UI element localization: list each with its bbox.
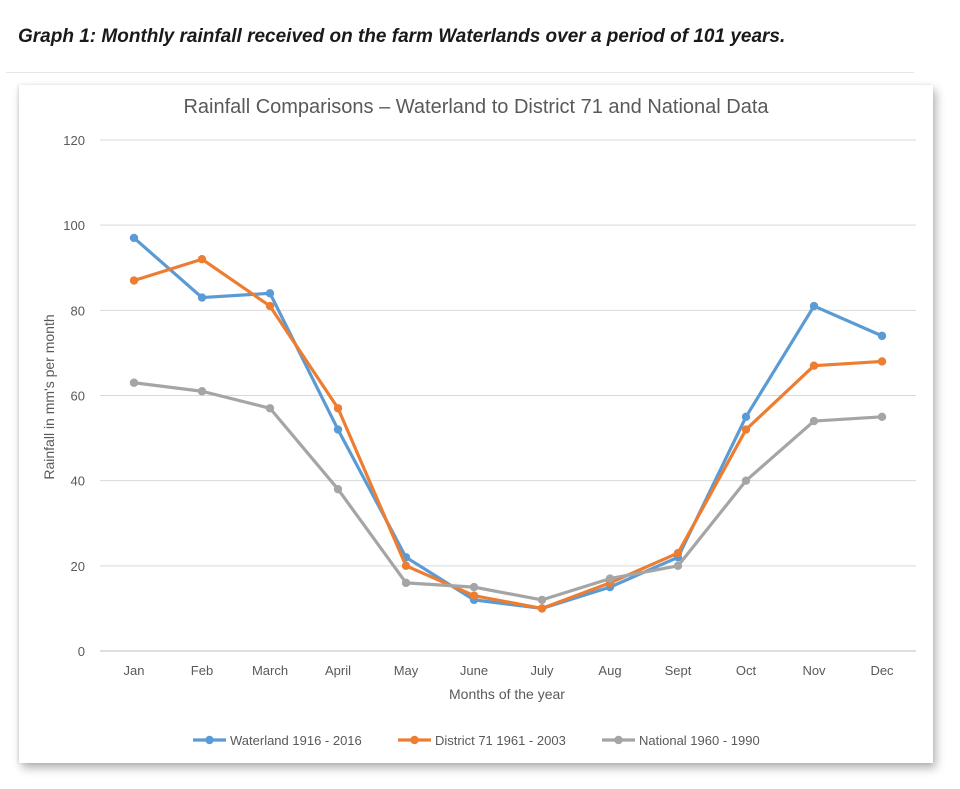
series-1 [129,233,887,613]
data-point [129,378,139,387]
y-tick-label: 40 [71,474,85,489]
x-tick-label: Oct [736,663,757,678]
y-axis-label: Rainfall in mm's per month [41,314,57,479]
legend-swatch-marker [205,735,214,745]
series-line [132,381,884,602]
data-point [537,604,547,613]
data-point [741,412,751,421]
data-point [129,276,139,285]
data-point [673,548,683,558]
legend-item-3: National 1960 - 1990 [602,733,760,748]
series-3 [129,378,887,605]
y-tick-label: 20 [71,559,85,574]
data-point [809,416,819,426]
data-point [877,357,887,366]
chart-card [19,85,933,763]
data-point [333,425,343,434]
y-tick-label: 100 [63,218,85,233]
x-tick-label: May [394,663,419,678]
legend-label: National 1960 - 1990 [639,733,760,748]
x-tick-label: Feb [191,663,213,678]
data-point [265,301,275,311]
caption-divider [6,72,914,73]
y-tick-label: 0 [78,644,85,659]
data-point [741,425,751,434]
legend-item-2: District 71 1961 - 2003 [398,733,566,748]
data-point [673,561,683,571]
data-point [605,574,615,583]
data-point [537,595,547,605]
data-point [197,255,207,264]
data-point [265,289,275,298]
x-tick-label: Aug [598,663,621,678]
x-tick-label: Jan [124,663,145,678]
x-tick-label: June [460,663,488,678]
data-point [741,476,751,485]
legend-label: Waterland 1916 - 2016 [230,733,362,748]
data-point [333,484,343,494]
legend-swatch-marker [410,735,419,745]
y-tick-label: 60 [71,389,85,404]
x-axis-label: Months of the year [449,686,565,702]
y-tick-label: 120 [63,133,85,148]
data-point [469,591,479,600]
figure-caption: Graph 1: Monthly rainfall received on th… [18,26,786,47]
x-tick-label: March [252,663,288,678]
x-tick-label: Dec [870,663,894,678]
data-point [809,361,819,370]
data-point [877,412,887,421]
x-tick-label: July [530,663,554,678]
legend-label: District 71 1961 - 2003 [435,733,566,748]
y-tick-label: 80 [71,303,85,318]
data-point [129,233,139,243]
legend: Waterland 1916 - 2016 District 71 1961 - … [193,733,760,748]
data-point [197,387,207,396]
data-point [265,404,275,413]
series-layer [129,233,887,613]
legend-swatch-marker [614,735,623,745]
x-axis-ticks: Jan Feb March April May June July Aug Sept Oct Nov… [124,663,895,678]
data-point [469,582,479,592]
data-point [333,404,343,413]
series-line [132,257,884,611]
data-point [877,331,887,341]
data-point [809,301,819,311]
y-axis-ticks: 0 20 40 60 80 100 120 [63,133,85,659]
series-line [132,236,884,611]
x-tick-label: April [325,663,351,678]
series-2 [129,255,887,613]
x-tick-label: Nov [802,663,826,678]
chart-title: Rainfall Comparisons – Waterland to Dist… [183,96,769,118]
data-point [401,578,411,588]
legend-item-1: Waterland 1916 - 2016 [193,733,362,748]
data-point [197,293,207,302]
data-point [401,561,411,571]
x-tick-label: Sept [665,663,692,678]
